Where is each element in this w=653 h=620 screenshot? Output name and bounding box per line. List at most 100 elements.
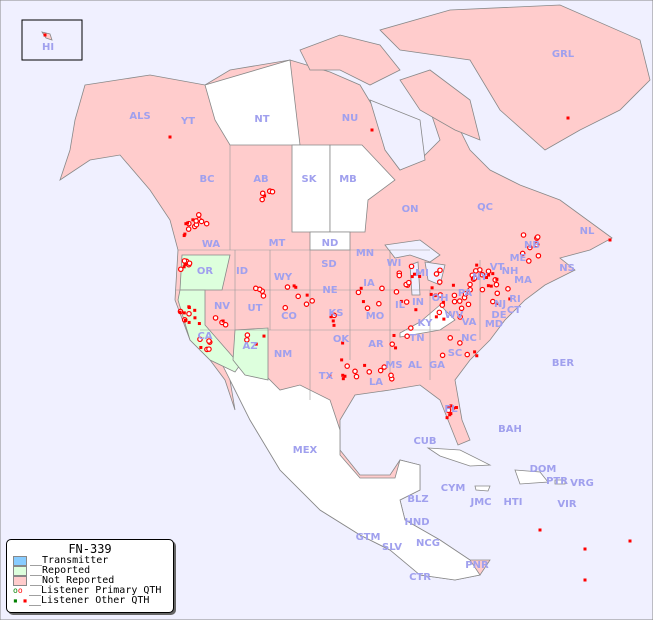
listener-primary-marker — [244, 337, 250, 343]
listener-primary-marker — [303, 301, 310, 307]
listener-primary-marker — [462, 290, 469, 297]
region-label-dom: DOM — [530, 464, 557, 475]
listener-other-marker — [328, 374, 332, 378]
listener-other-marker — [583, 578, 587, 582]
listener-primary-marker — [396, 272, 403, 279]
listener-primary-marker — [406, 279, 412, 286]
listener-primary-marker — [437, 292, 444, 298]
listener-primary-marker — [377, 367, 384, 374]
legend-label: __Listener Other QTH — [29, 595, 150, 606]
legend-other-qth: ▪ ▪ __Listener Other QTH — [13, 596, 173, 606]
greenland-region — [379, 4, 651, 151]
legend-not-reported: __Not Reported — [13, 576, 173, 586]
region-label-slv: SLV — [382, 542, 402, 553]
listener-other-marker — [486, 284, 490, 288]
region-label-mi: MI — [415, 268, 429, 279]
listener-primary-marker — [533, 241, 540, 248]
listener-primary-marker — [471, 275, 478, 281]
region-label-nc: NC — [461, 333, 477, 344]
listener-other-marker — [399, 299, 403, 303]
region-label-nh: NH — [502, 266, 519, 277]
listener-primary-marker — [197, 336, 203, 343]
listener-other-marker — [305, 293, 309, 297]
region-label-il: IL — [395, 300, 406, 311]
region-label-ma: MA — [514, 275, 532, 286]
listener-other-marker — [454, 406, 458, 410]
listener-other-marker — [294, 285, 298, 289]
listener-primary-marker — [353, 373, 360, 380]
listener-other-marker — [418, 274, 422, 278]
listener-other-marker — [340, 358, 344, 362]
listener-other-marker — [184, 222, 188, 226]
region-label-ia: IA — [363, 278, 375, 289]
region-label-al: AL — [408, 360, 423, 371]
listener-primary-marker — [355, 289, 362, 296]
region-label-vir: VIR — [557, 499, 576, 510]
listener-primary-marker — [527, 244, 533, 251]
region-label-nl: NL — [580, 226, 595, 237]
listener-primary-marker — [457, 314, 463, 320]
legend: FN-339 __Transmitter __Reported __Not Re… — [6, 539, 174, 613]
region-label-ny: NY — [472, 272, 488, 283]
listener-primary-marker — [252, 285, 259, 292]
listener-primary-marker — [212, 315, 219, 321]
region-label-oh: OH — [432, 293, 449, 304]
listener-other-marker — [429, 292, 433, 296]
listener-primary-marker — [376, 300, 382, 307]
region-label-ber: BER — [552, 358, 574, 369]
region-label-sc: SC — [448, 348, 463, 359]
region-label-bah: BAH — [498, 424, 522, 435]
listener-other-marker — [191, 218, 195, 222]
region-label-sd: SD — [321, 259, 337, 270]
listener-other-marker — [412, 272, 416, 276]
region-label-va: VA — [462, 317, 477, 328]
jamaica-region — [474, 485, 491, 492]
listener-primary-marker — [467, 281, 473, 288]
legend-label: __Transmitter — [30, 555, 109, 566]
legend-title: FN-339 — [68, 542, 112, 556]
listener-primary-marker — [282, 304, 289, 311]
listener-other-marker — [392, 333, 396, 337]
region-label-id: ID — [236, 266, 248, 277]
region-label-blz: BLZ — [407, 494, 428, 505]
listener-primary-marker — [198, 218, 205, 225]
region-label-nd: ND — [322, 238, 339, 249]
listener-other-marker — [451, 283, 455, 287]
listener-other-marker — [370, 128, 374, 132]
region-label-cub: CUB — [413, 436, 436, 447]
baffin-island-region — [399, 69, 481, 141]
reported-swatch — [13, 566, 27, 576]
cuba-region — [426, 447, 492, 467]
listener-primary-marker — [389, 341, 396, 347]
listener-other-marker — [182, 311, 186, 315]
listener-primary-marker — [186, 260, 193, 267]
region-label-qc: QC — [477, 202, 493, 213]
listener-other-marker — [168, 135, 172, 139]
region-label-ne: NE — [322, 285, 337, 296]
region-label-fl: FL — [444, 404, 458, 415]
listener-primary-marker — [456, 298, 463, 304]
region-label-mo: MO — [366, 311, 384, 322]
listener-primary-marker — [260, 293, 267, 299]
listener-primary-marker — [447, 335, 454, 341]
square-marker-icon: ▪ ▪ — [13, 596, 28, 605]
listener-primary-marker — [393, 289, 400, 295]
listener-other-marker — [449, 412, 453, 416]
listener-primary-marker — [284, 284, 291, 290]
lake-michigan-region — [409, 261, 421, 296]
hudson-bay-region — [369, 99, 426, 171]
region-label-vrg: VRG — [570, 478, 594, 489]
listener-other-marker — [430, 286, 434, 290]
listener-other-marker — [341, 341, 345, 345]
region-label-grl: GRL — [552, 49, 575, 60]
listener-other-marker — [508, 297, 512, 301]
region-label-tx: TX — [319, 371, 334, 382]
transmitter-swatch — [13, 556, 27, 566]
listener-primary-marker — [366, 369, 373, 375]
region-label-gtm: GTM — [356, 532, 381, 543]
listener-other-marker — [410, 275, 414, 279]
listener-other-marker — [182, 234, 186, 238]
listener-primary-marker — [439, 352, 446, 359]
region-label-mb: MB — [339, 174, 357, 185]
region-label-wy: WY — [274, 272, 293, 283]
